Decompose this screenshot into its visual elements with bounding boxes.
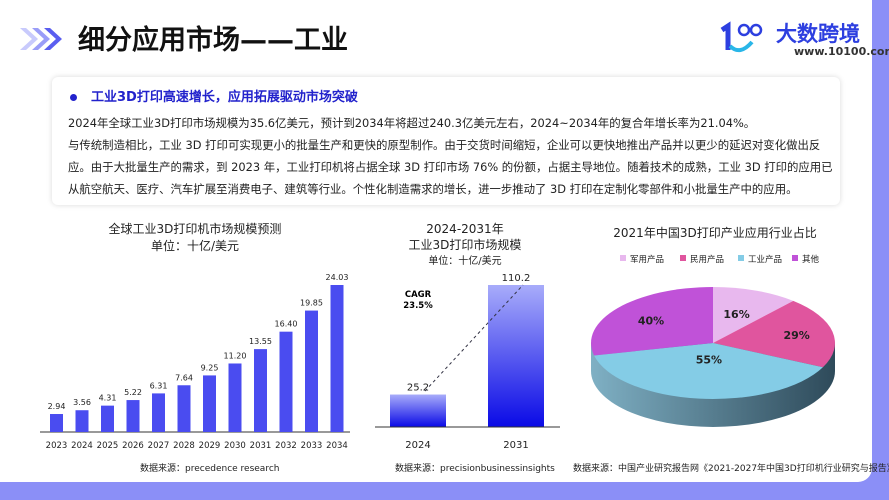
bar [203, 375, 216, 432]
bar [305, 310, 318, 432]
legend-label: 军用产品 [630, 254, 664, 265]
tick-label: 2031 [250, 441, 272, 451]
chart3: 军用产品 民用产品 工业产品 其他 16% 29% 55% 40% [591, 254, 835, 427]
data-label: 110.2 [502, 273, 531, 284]
chart1-source: 数据来源：precedence research [140, 464, 280, 474]
tick-label: 2034 [326, 441, 348, 451]
chart1-title: 全球工业3D打印机市场规模预测 [108, 222, 282, 236]
data-label: 5.22 [124, 388, 142, 397]
data-label: 13.55 [249, 337, 272, 346]
data-label: 25.2 [407, 383, 429, 394]
cagr-label: CAGR [405, 290, 432, 300]
summary-heading-text: 工业3D打印高速增长，应用拓展驱动市场突破 [91, 90, 358, 105]
tick-label: 2024 [405, 440, 430, 451]
pie-slice [713, 287, 794, 343]
tick-label: 2023 [46, 441, 68, 451]
cagr-value: 23.5% [403, 301, 433, 311]
chart2-title: 2024-2031年 [426, 222, 504, 236]
chart1-subtitle: 单位：十亿/美元 [150, 239, 240, 253]
legend-swatch [738, 255, 744, 261]
pie-slice [713, 300, 835, 368]
summary-box: 工业3D打印高速增长，应用拓展驱动市场突破 2024年全球工业3D打印市场规模为… [52, 77, 840, 205]
summary-paragraph: 2024年全球工业3D打印市场规模为35.6亿美元，预计到2034年将超过240… [68, 116, 756, 130]
page-title: 细分应用市场——工业 [78, 25, 348, 56]
data-label: 9.25 [201, 363, 219, 372]
slice-label: 29% [783, 329, 809, 342]
bar [75, 410, 89, 432]
data-label: 4.31 [99, 394, 117, 403]
chart1: 2.94 2023 3.56 2024 4.31 2025 5.22 2026 6.31 2027… [40, 273, 350, 451]
summary-paragraph: 从航空航天、医疗、汽车扩展至消费电子、建筑等行业。个性化制造需求的增长，进一步推… [68, 182, 798, 196]
tick-label: 2029 [199, 441, 221, 451]
legend-swatch [620, 255, 626, 261]
logo-url: www.10100.com [794, 45, 889, 58]
chevrons-icon [20, 28, 62, 50]
tick-label: 2033 [301, 441, 323, 451]
slice-label: 16% [723, 308, 749, 321]
data-label: 6.31 [150, 381, 168, 390]
bar [254, 349, 267, 432]
bar [488, 285, 544, 427]
legend-swatch [792, 255, 798, 261]
bar [279, 331, 293, 432]
tick-label: 2024 [71, 441, 93, 451]
data-label: 3.56 [73, 398, 91, 407]
bar [330, 285, 344, 432]
tick-label: 2028 [173, 441, 195, 451]
logo: 大数跨境 www.10100.com [718, 16, 889, 64]
bar [152, 393, 165, 432]
bar [101, 405, 114, 432]
data-label: 7.64 [175, 373, 193, 382]
legend-label: 工业产品 [748, 254, 782, 265]
chart2-subtitle: 单位：十亿/美元 [428, 256, 502, 267]
data-label: 24.03 [326, 273, 349, 282]
tick-label: 2026 [122, 441, 144, 451]
bar [228, 363, 242, 432]
legend-label: 民用产品 [690, 254, 724, 265]
bar [126, 400, 140, 432]
chart2-title2: 工业3D打印市场规模 [408, 238, 522, 252]
tick-label: 2027 [148, 441, 170, 451]
tick-label: 2025 [97, 441, 119, 451]
chart2-source: 数据来源：precisionbusinessinsights [395, 464, 555, 474]
summary-paragraph: 与传统制造相比，工业 3D 打印可实现更小的批量生产和更快的原型制作。由于交货时… [68, 138, 821, 152]
chart3-source: 数据来源：中国产业研究报告网《2021-2027年中国3D打印机行业研究与报告》 [573, 464, 889, 474]
data-label: 19.85 [300, 299, 323, 308]
bullet-icon [70, 94, 77, 101]
tick-label: 2030 [224, 441, 246, 451]
pie-slice [591, 287, 713, 356]
legend-swatch [680, 255, 686, 261]
legend-label: 其他 [802, 254, 820, 265]
tick-label: 2031 [503, 440, 528, 451]
logo-name: 大数跨境 [776, 22, 860, 46]
data-label: 2.94 [48, 402, 66, 411]
pie-slice [594, 343, 823, 399]
data-label: 11.20 [224, 351, 247, 360]
chart3-title: 2021年中国3D打印产业应用行业占比 [613, 226, 817, 240]
slice-label: 55% [696, 354, 722, 367]
bar [177, 385, 191, 432]
summary-paragraph: 应。由于大批量生产的需求，到 2023 年，工业打印机将占据全球 3D 打印市场… [68, 160, 833, 174]
summary-heading: 工业3D打印高速增长，应用拓展驱动市场突破 [70, 86, 358, 105]
data-label: 16.40 [275, 320, 298, 329]
slice-label: 40% [638, 314, 664, 327]
tick-label: 2032 [275, 441, 297, 451]
trend-line [424, 284, 524, 392]
bar [50, 414, 63, 432]
logo-icon [720, 21, 763, 53]
bar [390, 394, 446, 427]
